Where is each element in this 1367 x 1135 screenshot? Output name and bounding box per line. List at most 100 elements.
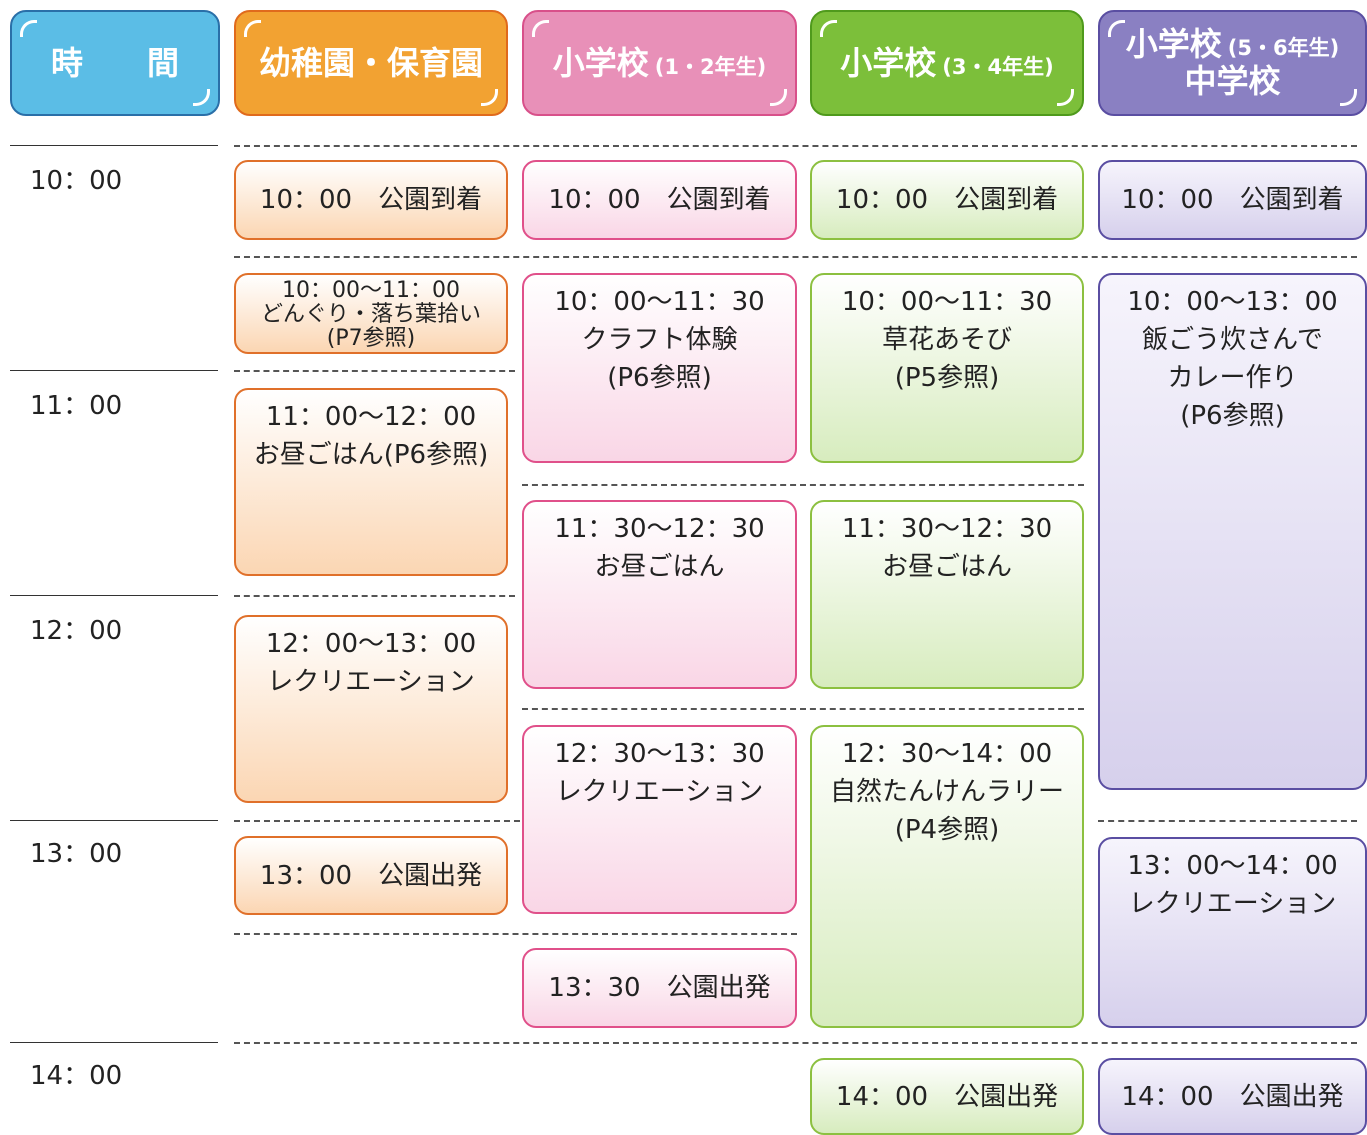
time-label: 10：00 <box>30 166 123 196</box>
box-text: 10：00 公園到着 <box>548 185 771 215</box>
box-text: 自然たんけんラリー <box>829 777 1064 807</box>
dashed-rule <box>234 820 520 822</box>
box-text: お昼ごはん(P6参照) <box>253 440 489 470</box>
header-row: 小学校 (5・6年生) <box>1126 26 1339 63</box>
header-row: 幼稚園・保育園 <box>258 43 483 82</box>
dashed-rule <box>522 484 1084 486</box>
dashed-rule <box>234 256 1357 258</box>
box-text: (P6参照) <box>607 363 712 393</box>
box-text: どんぐり・落ち葉拾い <box>260 301 481 327</box>
schedule-box: 10：00～13：00 飯ごう炊さんで カレー作り (P6参照) <box>1098 273 1367 790</box>
box-text: 11：30～12：30 <box>554 514 765 544</box>
box-text: 飯ごう炊さんで <box>1142 325 1323 355</box>
corner-mark <box>244 20 261 37</box>
box-text: 10：00 公園到着 <box>259 185 483 215</box>
header-main: 時 間 <box>50 43 179 82</box>
header-sub: (1・2年生) <box>654 54 767 79</box>
dashed-rule <box>234 370 515 372</box>
box-text: 13：30 公園出発 <box>548 973 771 1003</box>
box-text: 12：00～13：00 <box>265 629 477 659</box>
dashed-rule <box>522 708 1084 710</box>
schedule-box: 10：00 公園到着 <box>234 160 508 240</box>
box-text: 10：00～11：30 <box>554 287 765 317</box>
column-header: 時 間 <box>10 10 220 116</box>
time-label: 12：00 <box>30 616 123 646</box>
column-header: 小学校 (5・6年生) 中学校 <box>1098 10 1367 116</box>
schedule-box: 10：00～11：30 クラフト体験 (P6参照) <box>522 273 797 463</box>
box-text: 14：00 公園出発 <box>835 1081 1059 1112</box>
schedule-box: 13：00～14：00 レクリエーション <box>1098 837 1367 1028</box>
box-text: 10：00 公園到着 <box>835 185 1059 215</box>
dashed-rule <box>234 1042 1357 1044</box>
box-text: 10：00～11：00 <box>282 277 460 303</box>
box-text: レクリエーション <box>1128 889 1337 919</box>
box-text: お昼ごはん <box>594 552 725 582</box>
corner-mark <box>1108 20 1125 37</box>
box-text: (P5参照) <box>894 363 1000 393</box>
time-label: 11：00 <box>30 391 123 421</box>
header-main: 幼稚園・保育園 <box>258 43 483 82</box>
schedule-box: 14：00 公園出発 <box>1098 1058 1367 1135</box>
schedule-box: 10：00 公園到着 <box>1098 160 1367 240</box>
header-row: 小学校 (3・4年生) <box>840 43 1053 82</box>
header-main: 小学校 <box>1125 25 1222 64</box>
schedule-box: 13：30 公園出発 <box>522 948 797 1028</box>
header-main: 中学校 <box>1184 62 1281 100</box>
header-main: 小学校 <box>552 43 649 82</box>
corner-mark <box>770 89 787 106</box>
header-sub: (5・6年生) <box>1227 36 1340 61</box>
box-text: 14：00 公園出発 <box>1121 1081 1344 1112</box>
time-rule <box>10 370 218 371</box>
schedule-box: 11：30～12：30 お昼ごはん <box>522 500 797 689</box>
schedule-box: 10：00～11：00 どんぐり・落ち葉拾い (P7参照) <box>234 273 508 354</box>
box-text: 13：00 公園出発 <box>259 860 483 891</box>
box-text: 草花あそび <box>881 325 1012 355</box>
box-text: レクリエーション <box>267 667 475 697</box>
corner-mark <box>1340 89 1357 106</box>
box-text: 12：30～13：30 <box>554 739 765 769</box>
column-header: 幼稚園・保育園 <box>234 10 508 116</box>
schedule-box: 13：00 公園出発 <box>234 836 508 915</box>
time-rule <box>10 1042 218 1043</box>
corner-mark <box>20 20 37 37</box>
schedule-box: 12：00～13：00 レクリエーション <box>234 615 508 803</box>
box-text: レクリエーション <box>555 777 764 807</box>
time-rule <box>10 820 218 821</box>
box-text: 11：00～12：00 <box>265 402 477 432</box>
corner-mark <box>820 20 837 37</box>
box-text: 10：00 公園到着 <box>1121 185 1344 215</box>
schedule-box: 14：00 公園出発 <box>810 1058 1084 1135</box>
box-text: カレー作り <box>1167 363 1298 393</box>
header-row: 時 間 <box>50 43 179 82</box>
schedule-box: 10：00 公園到着 <box>522 160 797 240</box>
corner-mark <box>532 20 549 37</box>
box-text: お昼ごはん <box>881 552 1012 582</box>
box-text: 10：00～11：30 <box>841 287 1053 317</box>
dashed-rule <box>1098 820 1357 822</box>
schedule-box: 11：00～12：00 お昼ごはん(P6参照) <box>234 388 508 576</box>
column-header: 小学校 (1・2年生) <box>522 10 797 116</box>
dashed-rule <box>234 145 1357 147</box>
time-label: 14：00 <box>30 1061 123 1091</box>
box-text: 12：30～14：00 <box>841 739 1053 769</box>
box-text: (P6参照) <box>1180 401 1285 431</box>
box-text: クラフト体験 <box>581 325 738 355</box>
corner-mark <box>481 89 498 106</box>
box-text: (P4参照) <box>894 815 1000 845</box>
box-text: 13：00～14：00 <box>1127 851 1338 881</box>
schedule-box: 12：30～14：00 自然たんけんラリー (P4参照) <box>810 725 1084 1028</box>
time-rule <box>10 145 218 146</box>
dashed-rule <box>234 933 797 935</box>
box-text: 11：30～12：30 <box>841 514 1053 544</box>
time-rule <box>10 595 218 596</box>
schedule-box: 10：00～11：30 草花あそび (P5参照) <box>810 273 1084 463</box>
header-row: 小学校 (1・2年生) <box>552 43 767 82</box>
corner-mark <box>193 89 210 106</box>
time-label: 13：00 <box>30 839 123 869</box>
column-header: 小学校 (3・4年生) <box>810 10 1084 116</box>
dashed-rule <box>234 595 515 597</box>
header-main: 小学校 <box>840 43 937 82</box>
schedule-box: 12：30～13：30 レクリエーション <box>522 725 797 914</box>
corner-mark <box>1057 89 1074 106</box>
